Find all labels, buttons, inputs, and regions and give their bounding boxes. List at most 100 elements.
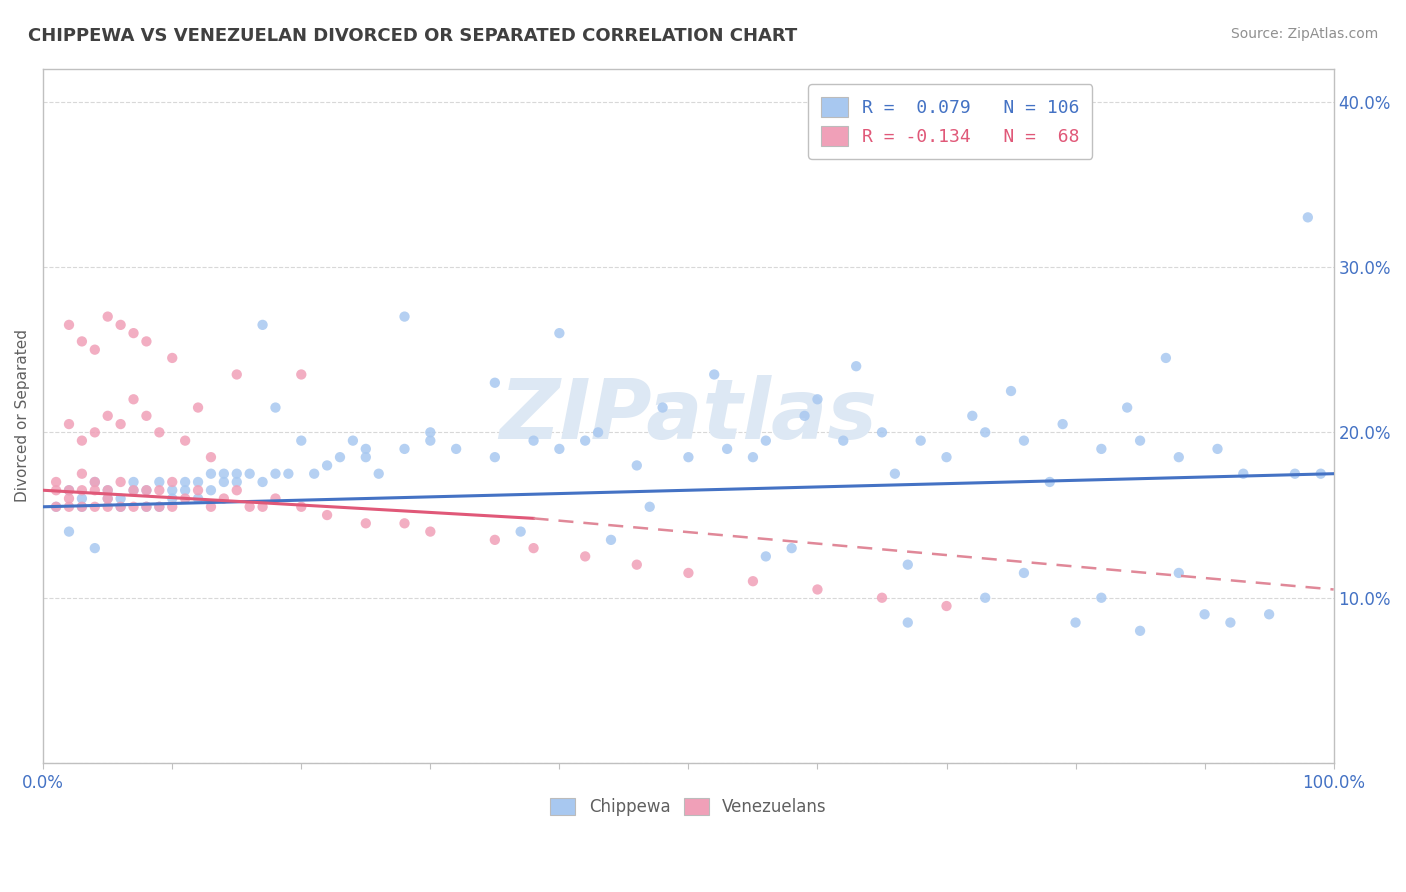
Point: [522, 434, 544, 448]
Text: ZIPatlas: ZIPatlas: [499, 376, 877, 457]
Point: [70, 434, 93, 448]
Point: [419, 425, 441, 440]
Point: [83, 475, 105, 489]
Point: [252, 475, 274, 489]
Point: [1296, 211, 1319, 225]
Point: [302, 467, 325, 481]
Point: [162, 483, 184, 498]
Point: [678, 566, 700, 580]
Point: [252, 318, 274, 332]
Point: [135, 500, 157, 514]
Point: [1039, 475, 1062, 489]
Point: [935, 599, 957, 613]
Point: [574, 549, 596, 564]
Point: [1012, 566, 1035, 580]
Point: [45, 483, 67, 498]
Point: [174, 434, 197, 448]
Point: [70, 483, 93, 498]
Point: [910, 434, 932, 448]
Point: [394, 516, 416, 531]
Point: [742, 450, 765, 465]
Point: [97, 310, 120, 324]
Point: [316, 458, 339, 473]
Point: [586, 425, 609, 440]
Legend: Chippewa, Venezuelans: Chippewa, Venezuelans: [541, 789, 835, 824]
Point: [187, 491, 209, 506]
Point: [225, 475, 247, 489]
Point: [638, 500, 661, 514]
Point: [83, 475, 105, 489]
Point: [1284, 467, 1306, 481]
Point: [1194, 607, 1216, 622]
Point: [444, 442, 467, 456]
Point: [97, 491, 120, 506]
Point: [162, 351, 184, 365]
Point: [354, 516, 377, 531]
Point: [212, 475, 235, 489]
Point: [187, 475, 209, 489]
Point: [962, 409, 984, 423]
Point: [45, 475, 67, 489]
Point: [122, 326, 145, 340]
Point: [70, 491, 93, 506]
Point: [122, 483, 145, 498]
Point: [354, 442, 377, 456]
Point: [678, 450, 700, 465]
Point: [755, 549, 778, 564]
Point: [755, 434, 778, 448]
Point: [342, 434, 364, 448]
Point: [1154, 351, 1177, 365]
Point: [1000, 384, 1022, 398]
Point: [1309, 467, 1331, 481]
Point: [148, 425, 170, 440]
Point: [122, 500, 145, 514]
Point: [793, 409, 815, 423]
Point: [897, 615, 920, 630]
Point: [419, 524, 441, 539]
Point: [97, 491, 120, 506]
Point: [45, 500, 67, 514]
Point: [1167, 450, 1189, 465]
Point: [58, 483, 80, 498]
Point: [974, 425, 997, 440]
Point: [484, 376, 506, 390]
Point: [626, 458, 648, 473]
Point: [148, 500, 170, 514]
Point: [1258, 607, 1281, 622]
Point: [58, 491, 80, 506]
Point: [974, 591, 997, 605]
Point: [83, 541, 105, 555]
Point: [135, 483, 157, 498]
Point: [83, 500, 105, 514]
Point: [742, 574, 765, 589]
Point: [83, 483, 105, 498]
Point: [1232, 467, 1254, 481]
Point: [703, 368, 725, 382]
Point: [419, 434, 441, 448]
Y-axis label: Divorced or Separated: Divorced or Separated: [15, 329, 30, 502]
Point: [97, 483, 120, 498]
Point: [394, 310, 416, 324]
Point: [1052, 417, 1074, 431]
Point: [239, 500, 262, 514]
Point: [354, 450, 377, 465]
Point: [509, 524, 531, 539]
Point: [225, 483, 247, 498]
Point: [212, 467, 235, 481]
Point: [484, 450, 506, 465]
Point: [1129, 624, 1152, 638]
Point: [58, 483, 80, 498]
Point: [626, 558, 648, 572]
Point: [174, 483, 197, 498]
Point: [1090, 442, 1112, 456]
Point: [548, 326, 571, 340]
Point: [162, 475, 184, 489]
Point: [1167, 566, 1189, 580]
Point: [870, 425, 893, 440]
Point: [883, 467, 905, 481]
Point: [1129, 434, 1152, 448]
Point: [70, 467, 93, 481]
Point: [122, 392, 145, 407]
Point: [187, 483, 209, 498]
Point: [135, 409, 157, 423]
